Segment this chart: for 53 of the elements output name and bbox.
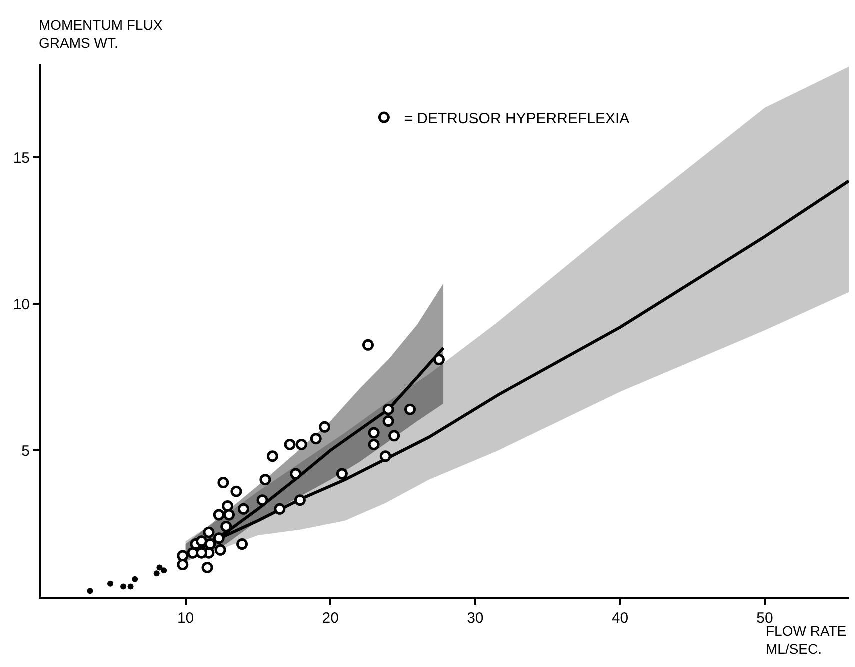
point <box>368 427 380 439</box>
point <box>223 509 235 521</box>
point <box>120 584 127 590</box>
point <box>220 520 232 532</box>
point <box>177 559 189 571</box>
point <box>202 562 214 574</box>
point <box>132 576 138 582</box>
point <box>382 404 394 416</box>
point <box>154 570 160 577</box>
y-tick-label: 10 <box>13 296 30 314</box>
point <box>213 509 225 521</box>
point <box>238 503 250 515</box>
point <box>266 450 278 462</box>
point <box>256 494 268 506</box>
point <box>203 526 215 538</box>
point <box>230 486 242 498</box>
legend-label: = DETRUSOR HYPERREFLEXIA <box>404 110 630 128</box>
point <box>274 503 286 515</box>
x-tick-label: 10 <box>177 610 194 627</box>
point <box>161 568 168 574</box>
point <box>87 588 94 594</box>
point <box>404 404 416 416</box>
point <box>284 438 296 450</box>
point <box>380 450 392 462</box>
point <box>156 564 163 571</box>
point <box>214 544 226 556</box>
point <box>433 354 445 366</box>
x-tick-label: 40 <box>612 610 629 627</box>
point <box>368 438 380 450</box>
y-axis-title: MOMENTUM FLUX GRAMS WT. <box>39 17 164 52</box>
point <box>362 339 374 351</box>
point <box>196 536 208 548</box>
y-tick-label: 15 <box>13 150 30 167</box>
point <box>108 580 114 587</box>
point <box>204 538 216 550</box>
point <box>382 416 394 428</box>
point <box>310 433 322 445</box>
point <box>236 538 248 550</box>
point <box>319 421 331 433</box>
point <box>388 430 400 442</box>
point <box>128 584 134 590</box>
point <box>294 494 306 506</box>
y-tick-label: 5 <box>22 442 30 460</box>
x-tick-label: 30 <box>467 610 484 627</box>
point <box>222 500 234 512</box>
point <box>336 468 348 480</box>
point <box>218 477 230 489</box>
point <box>260 474 272 486</box>
point <box>196 547 208 559</box>
point <box>213 532 225 544</box>
x-tick-label: 20 <box>322 610 339 627</box>
point <box>290 468 302 480</box>
point <box>296 438 308 450</box>
